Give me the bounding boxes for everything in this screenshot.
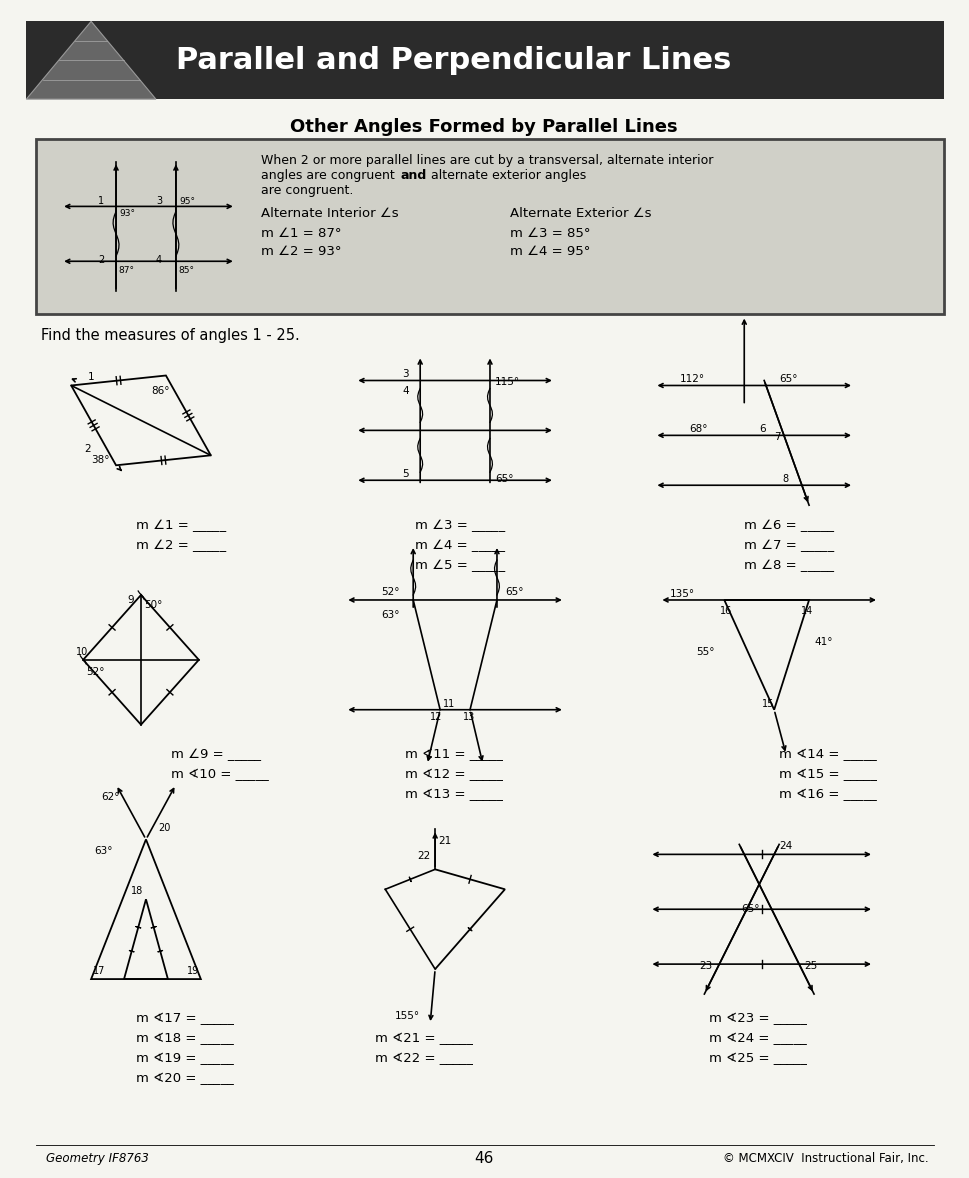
Text: m ∠2 = _____: m ∠2 = _____ bbox=[136, 538, 226, 551]
Text: 50°: 50° bbox=[144, 600, 163, 610]
Text: 2: 2 bbox=[84, 444, 91, 455]
Text: 5: 5 bbox=[402, 469, 409, 479]
Text: Alternate Exterior ∠s: Alternate Exterior ∠s bbox=[510, 207, 651, 220]
Text: 155°: 155° bbox=[395, 1011, 421, 1021]
Text: 12: 12 bbox=[430, 712, 443, 722]
Bar bbox=[26, 21, 944, 99]
Bar bbox=[36, 139, 944, 313]
Text: m ∠2 = 93°: m ∠2 = 93° bbox=[261, 245, 341, 258]
Text: 41°: 41° bbox=[814, 637, 832, 647]
Text: 52°: 52° bbox=[86, 667, 105, 677]
Text: m ∢17 = _____: m ∢17 = _____ bbox=[136, 1012, 234, 1026]
Text: 25: 25 bbox=[804, 961, 817, 971]
Text: m ∢14 = _____: m ∢14 = _____ bbox=[779, 748, 877, 761]
Text: m ∠9 = _____: m ∠9 = _____ bbox=[171, 748, 261, 761]
Text: 65°: 65° bbox=[505, 587, 523, 597]
Text: 46: 46 bbox=[474, 1151, 493, 1166]
Text: 135°: 135° bbox=[670, 589, 695, 598]
Text: 52°: 52° bbox=[381, 587, 400, 597]
Text: © MCMXCIV  Instructional Fair, Inc.: © MCMXCIV Instructional Fair, Inc. bbox=[723, 1152, 928, 1165]
Text: m ∢25 = _____: m ∢25 = _____ bbox=[709, 1052, 807, 1065]
Text: 7: 7 bbox=[774, 432, 781, 443]
Text: 18: 18 bbox=[131, 886, 143, 896]
Text: m ∢24 = _____: m ∢24 = _____ bbox=[709, 1032, 807, 1045]
Text: 24: 24 bbox=[779, 841, 793, 852]
Text: m ∢18 = _____: m ∢18 = _____ bbox=[136, 1032, 234, 1045]
Text: 1: 1 bbox=[98, 197, 105, 206]
Text: and: and bbox=[400, 168, 426, 181]
Text: 21: 21 bbox=[438, 836, 452, 847]
Text: m ∠4 = 95°: m ∠4 = 95° bbox=[510, 245, 590, 258]
Text: 22: 22 bbox=[418, 852, 430, 861]
Text: m ∢19 = _____: m ∢19 = _____ bbox=[136, 1052, 234, 1065]
Text: When 2 or more parallel lines are cut by a transversal, alternate interior: When 2 or more parallel lines are cut by… bbox=[261, 154, 713, 167]
Text: 63°: 63° bbox=[381, 610, 400, 620]
Text: m ∢22 = _____: m ∢22 = _____ bbox=[375, 1052, 473, 1065]
Text: 86°: 86° bbox=[151, 386, 170, 397]
Text: m ∢20 = _____: m ∢20 = _____ bbox=[136, 1072, 234, 1085]
Text: m ∠6 = _____: m ∠6 = _____ bbox=[744, 518, 834, 531]
Text: 65°: 65° bbox=[779, 375, 797, 384]
Text: 19: 19 bbox=[187, 966, 199, 977]
Text: m ∠4 = _____: m ∠4 = _____ bbox=[415, 538, 505, 551]
Text: m ∢13 = _____: m ∢13 = _____ bbox=[405, 788, 503, 801]
Text: 15: 15 bbox=[763, 699, 774, 709]
Text: 14: 14 bbox=[801, 605, 813, 616]
Text: angles are congruent: angles are congruent bbox=[261, 168, 398, 181]
Text: Other Angles Formed by Parallel Lines: Other Angles Formed by Parallel Lines bbox=[290, 118, 677, 137]
Text: 112°: 112° bbox=[679, 375, 704, 384]
Text: 4: 4 bbox=[156, 256, 162, 265]
Text: 115°: 115° bbox=[495, 377, 520, 388]
Text: 1: 1 bbox=[88, 372, 95, 383]
Text: 3: 3 bbox=[156, 197, 162, 206]
Text: Parallel and Perpendicular Lines: Parallel and Perpendicular Lines bbox=[176, 46, 732, 74]
Text: 13: 13 bbox=[463, 712, 476, 722]
Text: m ∠5 = _____: m ∠5 = _____ bbox=[415, 558, 505, 571]
Text: 63°: 63° bbox=[94, 846, 112, 856]
Text: 38°: 38° bbox=[91, 456, 109, 465]
Text: 23: 23 bbox=[700, 961, 712, 971]
Text: Find the measures of angles 1 - 25.: Find the measures of angles 1 - 25. bbox=[42, 329, 300, 343]
Text: m ∢12 = _____: m ∢12 = _____ bbox=[405, 768, 503, 781]
Text: Alternate Interior ∠s: Alternate Interior ∠s bbox=[261, 207, 398, 220]
Text: m ∠1 = _____: m ∠1 = _____ bbox=[136, 518, 226, 531]
Text: 55°: 55° bbox=[697, 647, 715, 657]
Text: 2: 2 bbox=[98, 256, 105, 265]
Text: 93°: 93° bbox=[119, 210, 135, 218]
Text: m ∢16 = _____: m ∢16 = _____ bbox=[779, 788, 877, 801]
Text: Geometry IF8763: Geometry IF8763 bbox=[47, 1152, 149, 1165]
Text: 8: 8 bbox=[782, 475, 788, 484]
Text: 10: 10 bbox=[77, 647, 88, 657]
Text: m ∢23 = _____: m ∢23 = _____ bbox=[709, 1012, 807, 1026]
Text: 65°: 65° bbox=[741, 905, 760, 914]
Text: m ∠7 = _____: m ∠7 = _____ bbox=[744, 538, 834, 551]
Text: 85°: 85° bbox=[178, 266, 194, 276]
Text: 16: 16 bbox=[720, 605, 733, 616]
Polygon shape bbox=[26, 21, 156, 99]
Text: m ∠1 = 87°: m ∠1 = 87° bbox=[261, 227, 341, 240]
Text: m ∠3 = _____: m ∠3 = _____ bbox=[415, 518, 505, 531]
Text: m ∢10 = _____: m ∢10 = _____ bbox=[171, 768, 268, 781]
Text: m ∢15 = _____: m ∢15 = _____ bbox=[779, 768, 877, 781]
Text: 17: 17 bbox=[93, 966, 106, 977]
Text: 87°: 87° bbox=[118, 266, 134, 276]
Text: 68°: 68° bbox=[689, 424, 708, 435]
Text: m ∢21 = _____: m ∢21 = _____ bbox=[375, 1032, 473, 1045]
Text: 4: 4 bbox=[402, 386, 409, 397]
Text: are congruent.: are congruent. bbox=[261, 184, 353, 197]
Text: 95°: 95° bbox=[179, 198, 195, 206]
Text: 9: 9 bbox=[127, 595, 134, 605]
Text: 65°: 65° bbox=[495, 475, 514, 484]
Text: m ∠8 = _____: m ∠8 = _____ bbox=[744, 558, 834, 571]
Text: alternate exterior angles: alternate exterior angles bbox=[427, 168, 586, 181]
Text: 62°: 62° bbox=[101, 792, 119, 801]
Text: m ∢11 = _____: m ∢11 = _____ bbox=[405, 748, 503, 761]
Text: m ∠3 = 85°: m ∠3 = 85° bbox=[510, 227, 590, 240]
Text: 6: 6 bbox=[759, 424, 766, 435]
Text: 11: 11 bbox=[443, 699, 455, 709]
Text: 20: 20 bbox=[158, 823, 171, 833]
Text: 3: 3 bbox=[402, 370, 409, 379]
